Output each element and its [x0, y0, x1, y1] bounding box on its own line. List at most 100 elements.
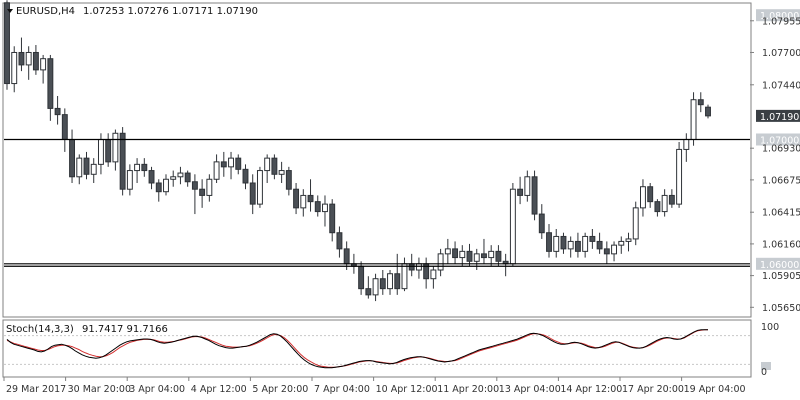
x-tick-label: 19 Apr 04:00 — [684, 384, 746, 395]
candle-body — [365, 288, 372, 296]
candle-body — [249, 182, 256, 205]
candle-body — [307, 194, 314, 203]
candle-body — [271, 157, 278, 175]
candle-body — [401, 263, 408, 290]
candle — [141, 158, 148, 177]
candle — [437, 248, 444, 277]
candle-body — [625, 238, 632, 242]
candle — [452, 241, 459, 264]
candle — [676, 141, 683, 208]
candle-body — [647, 186, 654, 203]
level-price-label: 1.07000 — [760, 135, 799, 146]
candle-body — [452, 248, 459, 259]
candle — [191, 174, 198, 215]
candle — [170, 170, 177, 187]
candle-body — [538, 213, 545, 234]
candle — [603, 241, 610, 264]
candle-body — [408, 263, 415, 271]
candle-body — [329, 203, 336, 234]
candle-body — [69, 138, 75, 178]
candle — [430, 266, 437, 289]
candle — [119, 127, 126, 196]
candle — [177, 166, 184, 185]
candle-body — [184, 172, 191, 183]
top-price-label: 1.08000 — [760, 11, 799, 22]
time-axis: 29 Mar 2017 30 Mar 20:003 Apr 04:00 4 Apr … — [3, 377, 746, 395]
candle-body — [640, 186, 646, 209]
candle-body — [170, 176, 177, 180]
candle — [560, 232, 567, 254]
candle — [18, 37, 25, 72]
candle-body — [654, 201, 661, 213]
candle-body — [18, 51, 25, 66]
candle-body — [495, 250, 502, 262]
price-panel — [2, 2, 752, 318]
candle-body — [191, 181, 198, 190]
candle-body — [90, 163, 97, 175]
stochastic-layer — [4, 329, 771, 370]
candle-body — [683, 138, 690, 150]
candle — [307, 179, 314, 212]
y-tick-label: 1.06160 — [762, 239, 800, 250]
candle-body — [148, 170, 155, 184]
x-tick-label: 17 Apr 20:00 — [622, 384, 684, 395]
x-tick-label: 10 Apr 12:00 — [376, 384, 438, 395]
candle — [242, 164, 249, 190]
price-axis: 1.07955 1.07700 1.07440 1.06930 1.06675 1.064… — [750, 16, 800, 314]
x-tick-label: 5 Apr 20:00 — [252, 384, 308, 395]
candle-body — [473, 253, 480, 262]
candle — [379, 270, 386, 295]
candle — [249, 174, 256, 215]
candle-body — [336, 232, 343, 250]
candle — [278, 161, 285, 183]
candle-body — [242, 168, 249, 184]
candle-body — [705, 106, 711, 117]
candle-body — [589, 235, 596, 242]
candle-body — [611, 244, 618, 255]
candle-body — [632, 207, 639, 240]
candle — [213, 154, 220, 183]
x-tick-label: 4 Apr 12:00 — [191, 384, 247, 395]
candle-body — [546, 232, 552, 252]
candle-body — [32, 51, 39, 71]
candle-body — [379, 278, 386, 290]
y-tick-label: 1.07440 — [762, 80, 800, 91]
candle — [300, 189, 307, 217]
ohlc-values: 1.07253 1.07276 1.07171 1.07190 — [83, 6, 258, 17]
stoch-main-line — [6, 329, 708, 369]
y-tick-label: 1.07955 — [762, 16, 800, 27]
candle-body — [177, 172, 184, 178]
candle — [690, 92, 697, 146]
candle — [90, 158, 97, 183]
candle — [314, 195, 321, 217]
candle-body — [61, 114, 68, 140]
dropdown-triangle-icon[interactable] — [7, 9, 13, 13]
candle — [654, 199, 661, 217]
candle-body — [322, 203, 328, 213]
candle-body — [199, 188, 206, 196]
candle-body — [459, 250, 466, 259]
candle — [293, 182, 300, 215]
candle — [394, 253, 401, 295]
candle — [83, 151, 90, 180]
candle-body — [235, 157, 242, 170]
candle-body — [112, 132, 119, 163]
candle-body — [596, 240, 603, 250]
candle — [322, 195, 328, 227]
candle-body — [358, 265, 365, 290]
candle — [47, 54, 54, 121]
candle-body — [220, 161, 227, 168]
candle — [531, 170, 538, 221]
x-tick-label: 14 Apr 12:00 — [560, 384, 622, 395]
candle — [705, 104, 711, 119]
candle-body — [582, 235, 589, 252]
stoch-scale-top: 100 — [761, 322, 779, 333]
candle-body — [372, 278, 379, 296]
y-tick-label: 1.05905 — [762, 271, 800, 282]
candle — [509, 182, 516, 267]
candle-body — [76, 157, 83, 178]
candle-body — [394, 273, 401, 290]
candle-body — [661, 194, 668, 213]
candle — [25, 46, 32, 80]
candle-body — [524, 176, 531, 196]
